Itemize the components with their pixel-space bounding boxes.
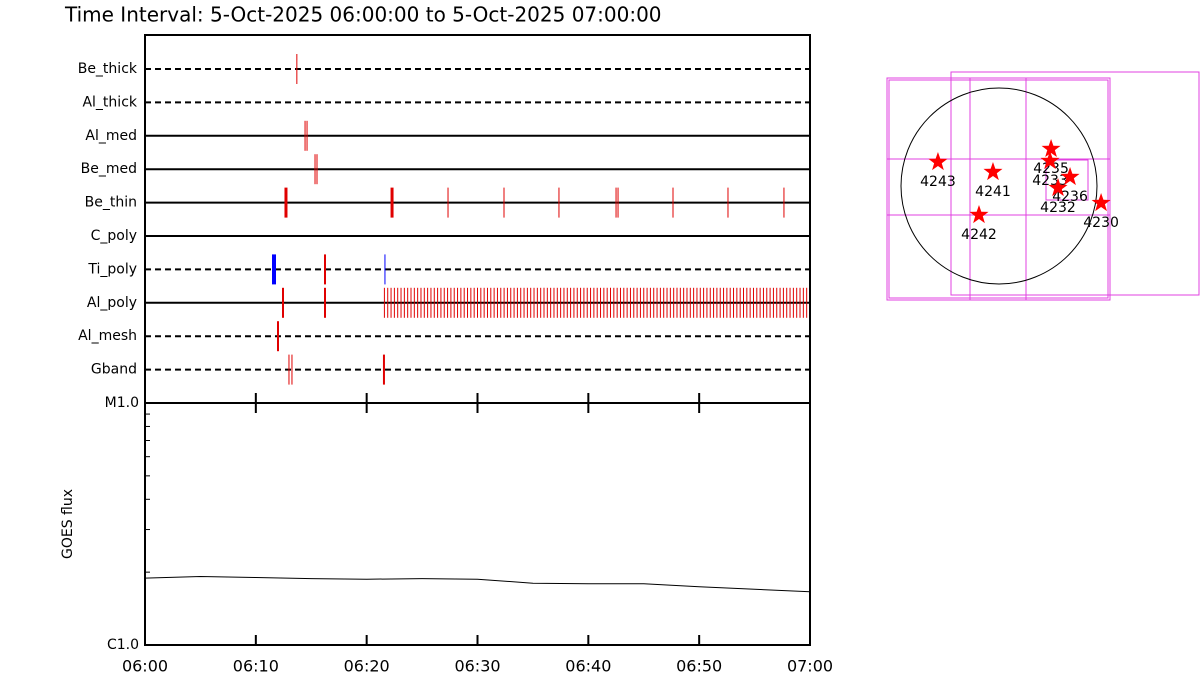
active-region xyxy=(1091,193,1111,212)
row-label: Ti_poly xyxy=(87,261,137,277)
row-label: Al_mesh xyxy=(78,328,137,344)
active-region xyxy=(1048,178,1068,197)
row-label: Be_med xyxy=(81,161,137,177)
x-tick-label: 06:50 xyxy=(676,657,722,676)
row-label: Be_thin xyxy=(85,195,137,211)
fov-box xyxy=(950,71,1200,296)
row-label: Al_med xyxy=(85,128,137,144)
row-label: Al_poly xyxy=(87,295,137,311)
fov-boxes xyxy=(886,71,1200,301)
region-label: 4230 xyxy=(1083,215,1119,231)
x-tick-label: 06:40 xyxy=(565,657,611,676)
row-label: C_poly xyxy=(91,228,137,244)
x-tick-label: 06:30 xyxy=(454,657,500,676)
x-tick-label: 06:10 xyxy=(233,657,279,676)
region-label: 4243 xyxy=(920,174,956,190)
active-region xyxy=(969,204,989,224)
region-label: 4242 xyxy=(961,227,997,243)
fov-box xyxy=(1045,159,1089,201)
active-region xyxy=(1060,167,1080,186)
x-tick-label: 07:00 xyxy=(787,657,833,676)
y-tick-label: C1.0 xyxy=(107,637,139,653)
row-label: Al_thick xyxy=(82,94,137,110)
x-tick-label: 06:00 xyxy=(122,657,168,676)
fov-box xyxy=(888,79,1109,299)
timeline-frame xyxy=(144,34,811,404)
region-label: 4235 xyxy=(1033,161,1069,177)
x-tick-label: 06:20 xyxy=(344,657,390,676)
row-label: Gband xyxy=(91,362,137,378)
flux-line xyxy=(144,575,811,593)
region-label: 4232 xyxy=(1040,200,1076,216)
active-region xyxy=(1040,150,1060,170)
fov-box xyxy=(886,77,1111,301)
y-axis-label: GOES flux xyxy=(60,489,76,559)
active-region xyxy=(983,162,1003,181)
chart-title: Time Interval: 5-Oct-2025 06:00:00 to 5-… xyxy=(64,3,662,27)
solar-limb xyxy=(900,87,1098,285)
y-tick-label: M1.0 xyxy=(105,395,139,411)
region-label: 4241 xyxy=(975,184,1011,200)
active-region xyxy=(1041,138,1061,158)
row-label: Be_thick xyxy=(78,61,138,77)
active-region xyxy=(928,152,948,171)
goes-frame xyxy=(144,402,811,646)
